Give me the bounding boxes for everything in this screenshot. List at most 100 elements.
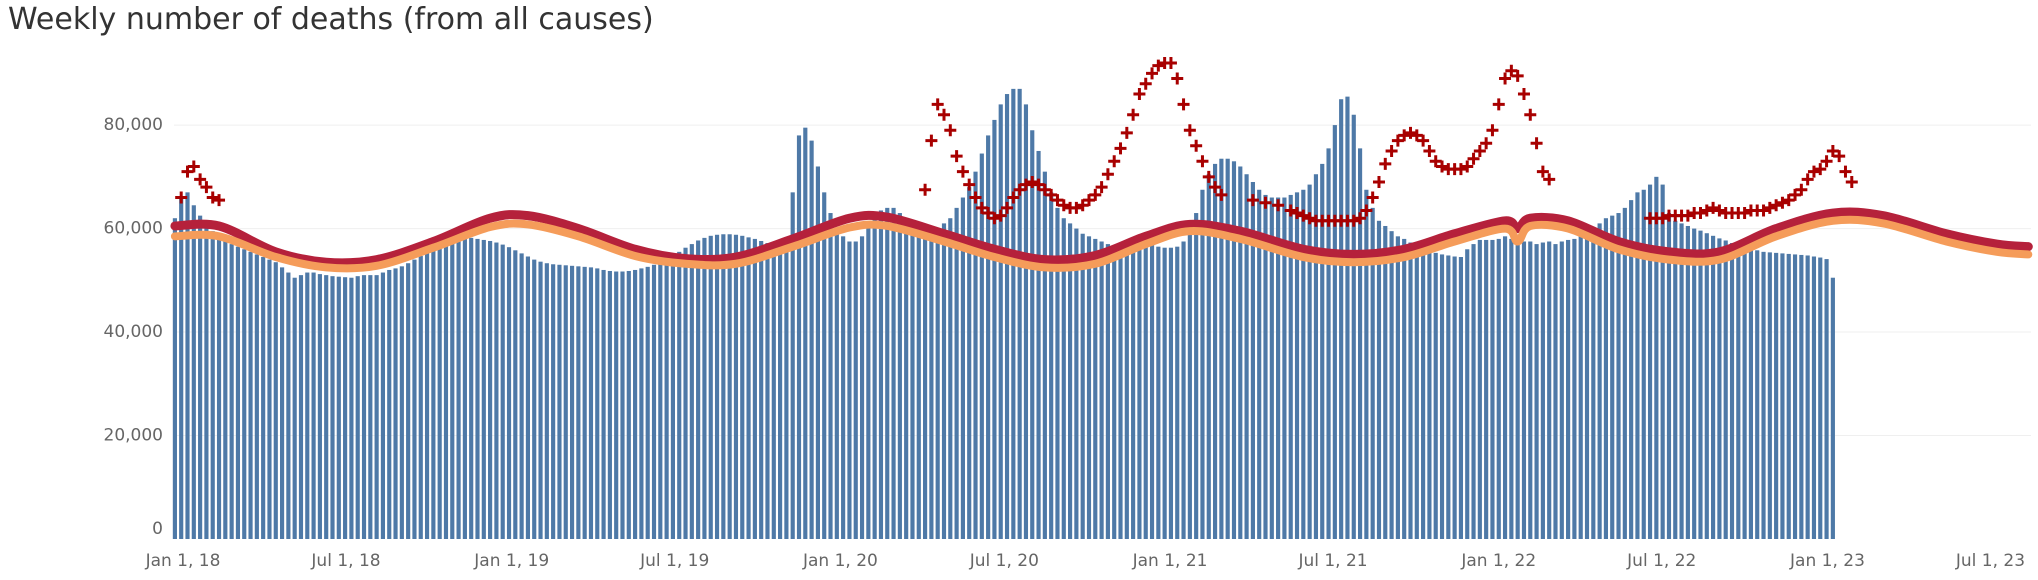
- bar: [355, 276, 360, 539]
- bar: [336, 276, 341, 539]
- bar: [1074, 228, 1079, 539]
- bar: [1755, 250, 1760, 540]
- excess-marker: [175, 191, 188, 204]
- bar: [235, 246, 241, 540]
- excess-marker: [925, 134, 938, 147]
- excess-marker: [194, 173, 207, 186]
- bar: [765, 243, 770, 540]
- bar: [979, 153, 984, 540]
- bar: [1685, 225, 1690, 540]
- excess-marker: [1038, 183, 1051, 196]
- bar: [916, 228, 921, 539]
- excess-marker: [1429, 155, 1442, 168]
- bar: [1231, 161, 1237, 540]
- bar: [1584, 231, 1590, 539]
- bar: [1729, 243, 1735, 540]
- excess-marker: [1259, 196, 1272, 209]
- trend-lines: [170, 207, 2033, 273]
- bar: [1547, 241, 1552, 539]
- excess-marker: [1776, 196, 1789, 209]
- bar: [670, 255, 675, 539]
- bar: [1276, 197, 1281, 539]
- bar: [1395, 236, 1400, 539]
- bar: [759, 240, 764, 540]
- bar: [1521, 241, 1527, 539]
- bar: [311, 272, 316, 539]
- excess-marker: [1045, 188, 1058, 201]
- bar: [1320, 163, 1325, 539]
- bar: [443, 241, 449, 539]
- excess-marker: [1480, 137, 1493, 150]
- excess-marker: [1385, 144, 1398, 157]
- excess-marker: [1694, 207, 1707, 220]
- bar: [740, 235, 745, 539]
- bar: [696, 240, 701, 539]
- bar: [519, 253, 524, 539]
- bar: [948, 218, 953, 539]
- bar: [1370, 207, 1375, 539]
- bar: [1250, 182, 1255, 539]
- bar: [1257, 189, 1262, 539]
- y-axis: 0 20,000 40,000 60,000 80,000: [104, 115, 163, 539]
- excess-marker: [1366, 191, 1379, 204]
- bar: [878, 210, 884, 539]
- weekly-deaths-bars: [172, 88, 1835, 540]
- bar: [998, 104, 1003, 539]
- bar: [551, 264, 556, 539]
- bar: [261, 257, 266, 539]
- bar: [1496, 238, 1501, 539]
- bar: [822, 192, 827, 539]
- bar: [872, 218, 877, 539]
- bar: [967, 187, 972, 540]
- x-tick-label: Jul 1, 22: [1626, 551, 1696, 571]
- bar: [866, 225, 871, 540]
- bar: [923, 231, 928, 539]
- bar: [343, 277, 348, 539]
- excess-marker: [1070, 201, 1083, 214]
- bar: [960, 197, 965, 539]
- bar: [576, 266, 581, 539]
- bar: [1225, 158, 1230, 539]
- bar: [437, 244, 442, 539]
- bar: [1042, 171, 1047, 539]
- excess-marker: [1839, 165, 1852, 178]
- bar: [1168, 247, 1174, 539]
- excess-marker: [1833, 150, 1846, 163]
- bar: [1559, 241, 1564, 539]
- excess-marker: [1001, 201, 1014, 214]
- excess-marker: [1164, 57, 1177, 69]
- bar: [330, 276, 335, 539]
- bar: [784, 241, 789, 539]
- x-tick-label: Jul 1, 23: [1955, 551, 2025, 571]
- x-tick-label: Jan 1, 23: [1789, 551, 1865, 571]
- bar: [198, 215, 203, 539]
- bar: [1408, 242, 1413, 539]
- excess-marker: [206, 191, 219, 204]
- bar: [191, 205, 196, 539]
- excess-marker: [1051, 194, 1064, 207]
- excess-marker: [1656, 212, 1669, 225]
- excess-marker: [1707, 201, 1720, 214]
- excess-marker: [1454, 163, 1467, 176]
- bar: [620, 271, 625, 539]
- bar: [1446, 255, 1451, 539]
- bar: [1017, 88, 1022, 540]
- bar: [1761, 251, 1766, 539]
- excess-marker: [1120, 126, 1133, 139]
- excess-marker: [1196, 155, 1209, 168]
- bar: [1124, 247, 1129, 539]
- bar: [1383, 225, 1388, 540]
- x-axis: Jan 1, 18 Jul 1, 18 Jan 1, 19 Jul 1, 19 Jan …: [145, 551, 2025, 571]
- bar: [1206, 174, 1211, 540]
- excess-marker: [1404, 126, 1417, 139]
- bar: [633, 269, 638, 539]
- bar: [1629, 200, 1634, 540]
- bar: [973, 171, 978, 539]
- bar: [1616, 213, 1621, 540]
- bar: [1723, 240, 1728, 539]
- x-tick-label: Jul 1, 18: [310, 551, 380, 571]
- excess-marker: [1499, 72, 1512, 85]
- bar: [677, 251, 682, 539]
- bar: [494, 242, 499, 539]
- excess-marker: [931, 98, 944, 111]
